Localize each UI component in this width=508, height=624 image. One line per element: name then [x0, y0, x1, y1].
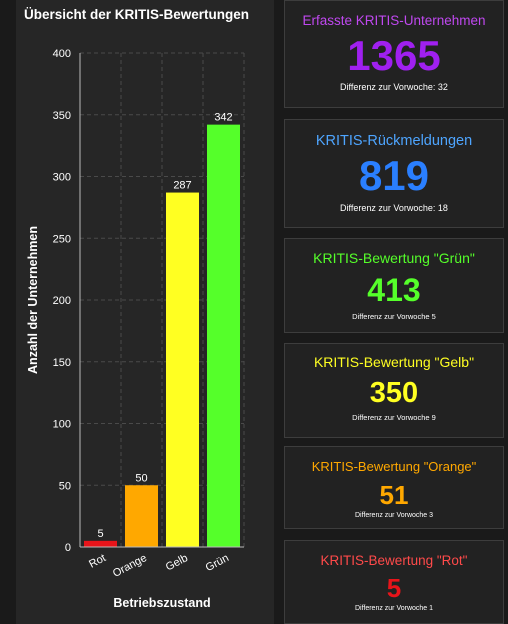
card-registered-companies: Erfasste KRITIS-Unternehmen 1365 Differe… [284, 0, 504, 108]
card-diff: Differenz zur Vorwoche: 32 [340, 82, 448, 92]
card-value: 350 [369, 377, 419, 409]
x-tick-label: Orange [111, 552, 149, 580]
y-tick-label: 0 [65, 542, 71, 554]
card-rating-orange: KRITIS-Bewertung "Orange" 51 Differenz z… [284, 446, 504, 529]
bar-grün [207, 124, 240, 547]
y-tick-label: 50 [59, 480, 71, 492]
data-label: 342 [214, 112, 232, 124]
y-axis-label: Anzahl der Unternehmen [26, 226, 40, 374]
card-diff: Differenz zur Vorwoche 5 [352, 312, 436, 321]
card-value: 51 [379, 480, 409, 510]
chart-title: Übersicht der KRITIS-Bewertungen [24, 7, 250, 22]
bar-rot [84, 540, 117, 547]
card-title: KRITIS-Bewertung "Rot" [320, 553, 468, 568]
y-tick-label: 300 [53, 172, 71, 184]
y-tick-label: 400 [53, 48, 71, 60]
card-diff: Differenz zur Vorwoche 9 [352, 413, 436, 422]
y-tick-label: 150 [53, 357, 71, 369]
bar-gelb [166, 192, 199, 547]
card-diff: Differenz zur Vorwoche: 18 [340, 203, 448, 213]
card-title: KRITIS-Rückmeldungen [315, 133, 473, 149]
y-tick-label: 100 [53, 419, 71, 431]
data-label: 5 [97, 528, 103, 540]
y-tick-label: 250 [53, 233, 71, 245]
card-value: 819 [358, 152, 430, 199]
bar-orange [125, 485, 158, 547]
card-value: 413 [367, 272, 421, 308]
bar-chart: 0 50 100 150 200 250 300 350 400 5 Rot 50 Orange 287 G… [26, 48, 245, 610]
card-value: 5 [386, 573, 402, 603]
data-label: 50 [135, 472, 147, 484]
x-tick-label: Rot [87, 552, 108, 571]
card-title: Erfasste KRITIS-Unternehmen [302, 13, 486, 28]
x-tick-label: Gelb [164, 552, 190, 574]
card-rating-red: KRITIS-Bewertung "Rot" 5 Differenz zur V… [284, 540, 504, 624]
y-tick-label: 350 [53, 110, 71, 122]
card-rating-yellow: KRITIS-Bewertung "Gelb" 350 Differenz zu… [284, 343, 504, 438]
card-title: KRITIS-Bewertung "Gelb" [313, 354, 475, 370]
card-responses: KRITIS-Rückmeldungen 819 Differenz zur V… [284, 119, 504, 228]
y-tick-label: 200 [53, 295, 71, 307]
x-axis-label: Betriebszustand [113, 596, 210, 610]
card-diff: Differenz zur Vorwoche 3 [354, 512, 434, 519]
chart-panel: Übersicht der KRITIS-Bewertungen 0 50 100 1… [16, 0, 274, 624]
kpi-cards: Erfasste KRITIS-Unternehmen 1365 Differe… [284, 0, 504, 624]
data-label: 287 [173, 180, 191, 192]
card-rating-green: KRITIS-Bewertung "Grün" 413 Differenz zu… [284, 238, 504, 333]
card-title: KRITIS-Bewertung "Orange" [311, 459, 477, 474]
card-diff: Differenz zur Vorwoche 1 [354, 605, 434, 612]
card-title: KRITIS-Bewertung "Grün" [313, 250, 475, 266]
x-tick-label: Grün [204, 552, 231, 574]
card-value: 1365 [347, 32, 441, 79]
